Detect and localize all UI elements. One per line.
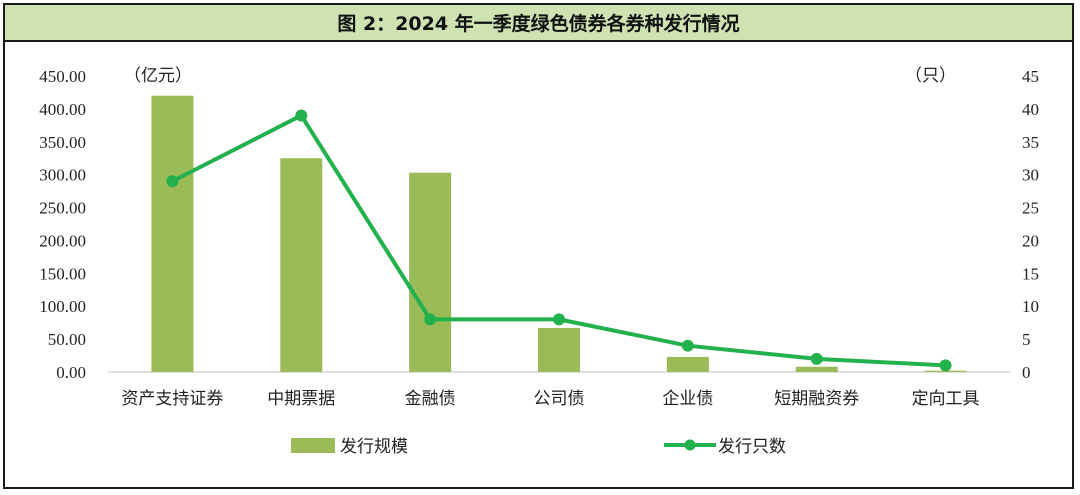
x-tick-label: 资产支持证券 [121, 389, 223, 409]
y-left-tick-label: 0.00 [56, 363, 86, 382]
bar [666, 356, 709, 372]
legend-line-label: 发行只数 [718, 437, 786, 457]
x-tick-label: 短期融资券 [774, 389, 859, 409]
legend-bar-swatch [291, 438, 335, 453]
y-right-tick-label: 20 [1022, 231, 1039, 250]
y-right-tick-label: 5 [1022, 330, 1031, 349]
right-axis-unit: （只） [905, 66, 956, 86]
chart-title: 图 2：2024 年一季度绿色债券各券种发行情况 [5, 5, 1072, 42]
y-left-tick-label: 400.00 [39, 100, 86, 119]
line-point [424, 313, 437, 326]
bar [280, 158, 323, 372]
legend: 发行规模 发行只数 [291, 437, 786, 457]
y-left-tick-label: 150.00 [39, 264, 86, 283]
y-left-tick-label: 100.00 [39, 297, 86, 316]
bar [151, 95, 194, 372]
bar [538, 327, 580, 372]
x-tick-label: 金融债 [405, 389, 456, 409]
y-right-tick-label: 0 [1022, 363, 1031, 382]
axes: 0.00 50.00 100.00 150.00 200.00 250.00 300.00 3… [39, 67, 1039, 409]
y-left-tick-label: 200.00 [39, 231, 86, 250]
y-right-tick-label: 15 [1022, 264, 1039, 283]
line-series [166, 109, 952, 372]
bar-series [151, 95, 967, 372]
line-point [810, 352, 823, 365]
bar [409, 172, 452, 372]
x-tick-label: 企业债 [662, 389, 713, 409]
line-point [939, 359, 952, 372]
line-point [166, 175, 179, 188]
bar [795, 366, 838, 372]
y-right-tick-label: 35 [1022, 133, 1039, 152]
legend-bar-label: 发行规模 [340, 437, 408, 457]
line-point [295, 109, 308, 122]
x-tick-label: 中期票据 [267, 389, 335, 409]
line-point [681, 339, 694, 352]
y-left-tick-label: 300.00 [39, 166, 86, 185]
y-right-tick-label: 30 [1022, 166, 1039, 185]
y-left-tick-label: 50.00 [48, 330, 86, 349]
left-axis-unit: （亿元） [124, 66, 192, 86]
y-left-tick-label: 450.00 [39, 67, 86, 86]
x-tick-label: 定向工具 [912, 389, 980, 409]
y-right-tick-label: 40 [1022, 100, 1039, 119]
line-point [553, 313, 565, 326]
legend-line-marker [684, 439, 696, 451]
x-tick-label: 公司债 [534, 389, 585, 409]
y-right-tick-label: 10 [1022, 297, 1039, 316]
y-left-tick-label: 250.00 [39, 199, 86, 218]
y-left-tick-label: 350.00 [39, 133, 86, 152]
y-right-tick-label: 25 [1022, 199, 1039, 218]
y-right-tick-label: 45 [1022, 67, 1039, 86]
